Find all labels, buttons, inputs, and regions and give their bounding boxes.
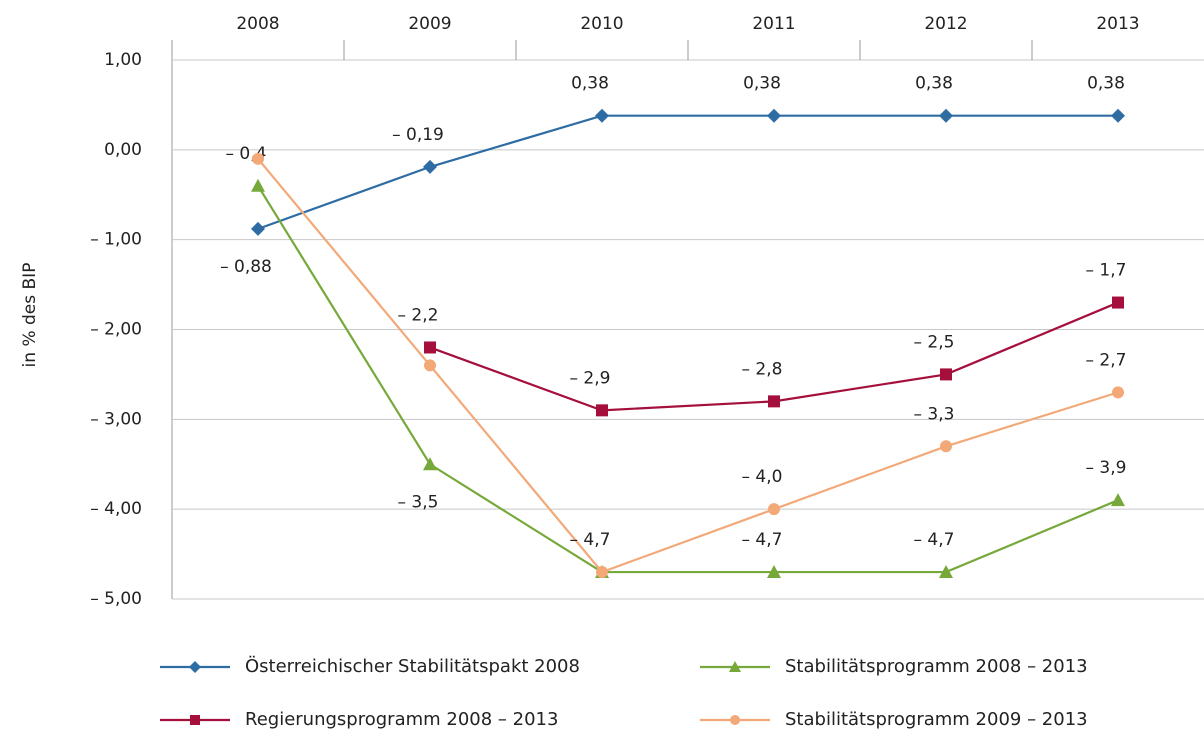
marker (940, 368, 952, 381)
y-tick-label: 0,00 (104, 140, 142, 160)
marker (251, 178, 265, 192)
data-label: 0,38 (915, 74, 953, 94)
marker (768, 503, 780, 516)
marker (767, 565, 781, 579)
data-label: – 3,3 (914, 404, 955, 424)
y-axis-label: in % des BIP (20, 263, 40, 368)
marker (767, 108, 781, 123)
data-label: – 2,2 (398, 305, 439, 325)
data-label: – 3,9 (1086, 458, 1127, 478)
marker (1112, 386, 1124, 399)
legend-marker (190, 715, 200, 725)
x-tick-label: 2010 (580, 14, 623, 34)
legend-marker (730, 715, 740, 725)
data-label: – 4,7 (742, 530, 783, 550)
x-tick-label: 2008 (236, 14, 279, 34)
series-line (257, 158, 1119, 574)
data-label: – 0,88 (220, 257, 272, 277)
x-tick-label: 2009 (408, 14, 451, 34)
y-tick-label: – 1,00 (90, 230, 142, 250)
data-label: – 4,0 (742, 467, 783, 487)
legend-label: Stabilitätsprogramm 2009 – 2013 (785, 709, 1088, 730)
legend-label: Regierungsprogramm 2008 – 2013 (245, 709, 558, 730)
marker (940, 440, 952, 453)
marker (595, 108, 609, 123)
data-label: – 2,7 (1086, 350, 1127, 370)
marker (424, 341, 436, 354)
data-label: 0,38 (571, 74, 609, 94)
marker (252, 152, 264, 165)
y-tick-label: 1,00 (104, 50, 142, 70)
data-label: – 2,8 (742, 359, 783, 379)
series-line (257, 114, 1118, 230)
marker (251, 221, 265, 236)
x-tick-label: 2013 (1096, 14, 1139, 34)
legend-label: Österreichischer Stabilitätspakt 2008 (245, 655, 580, 677)
marker (1111, 493, 1125, 507)
data-label: – 2,5 (914, 332, 955, 352)
y-tick-label: – 2,00 (90, 320, 142, 340)
legend-marker (189, 661, 201, 673)
y-tick-label: – 3,00 (90, 409, 142, 429)
y-tick-label: – 4,00 (90, 499, 142, 519)
legend-marker (729, 661, 741, 672)
series-line (429, 301, 1119, 412)
data-label: 0,38 (743, 74, 781, 94)
series-line (257, 185, 1119, 574)
data-label: – 4,7 (914, 530, 955, 550)
data-label: – 3,5 (398, 492, 439, 512)
legend-label: Stabilitätsprogramm 2008 – 2013 (785, 656, 1088, 677)
marker (596, 404, 608, 417)
data-label: – 4,7 (570, 530, 611, 550)
marker (1111, 108, 1125, 123)
x-tick-label: 2012 (924, 14, 967, 34)
x-tick-label: 2011 (752, 14, 795, 34)
marker (768, 395, 780, 408)
marker (939, 565, 953, 579)
data-label: 0,38 (1087, 74, 1125, 94)
marker (939, 108, 953, 123)
data-label: – 0,19 (392, 125, 444, 145)
data-label: – 1,7 (1086, 261, 1127, 281)
marker (424, 359, 436, 372)
marker (596, 566, 608, 579)
data-label: – 2,9 (570, 368, 611, 388)
y-tick-label: – 5,00 (90, 589, 142, 609)
marker (423, 457, 437, 471)
marker (423, 159, 437, 174)
marker (1112, 296, 1124, 309)
